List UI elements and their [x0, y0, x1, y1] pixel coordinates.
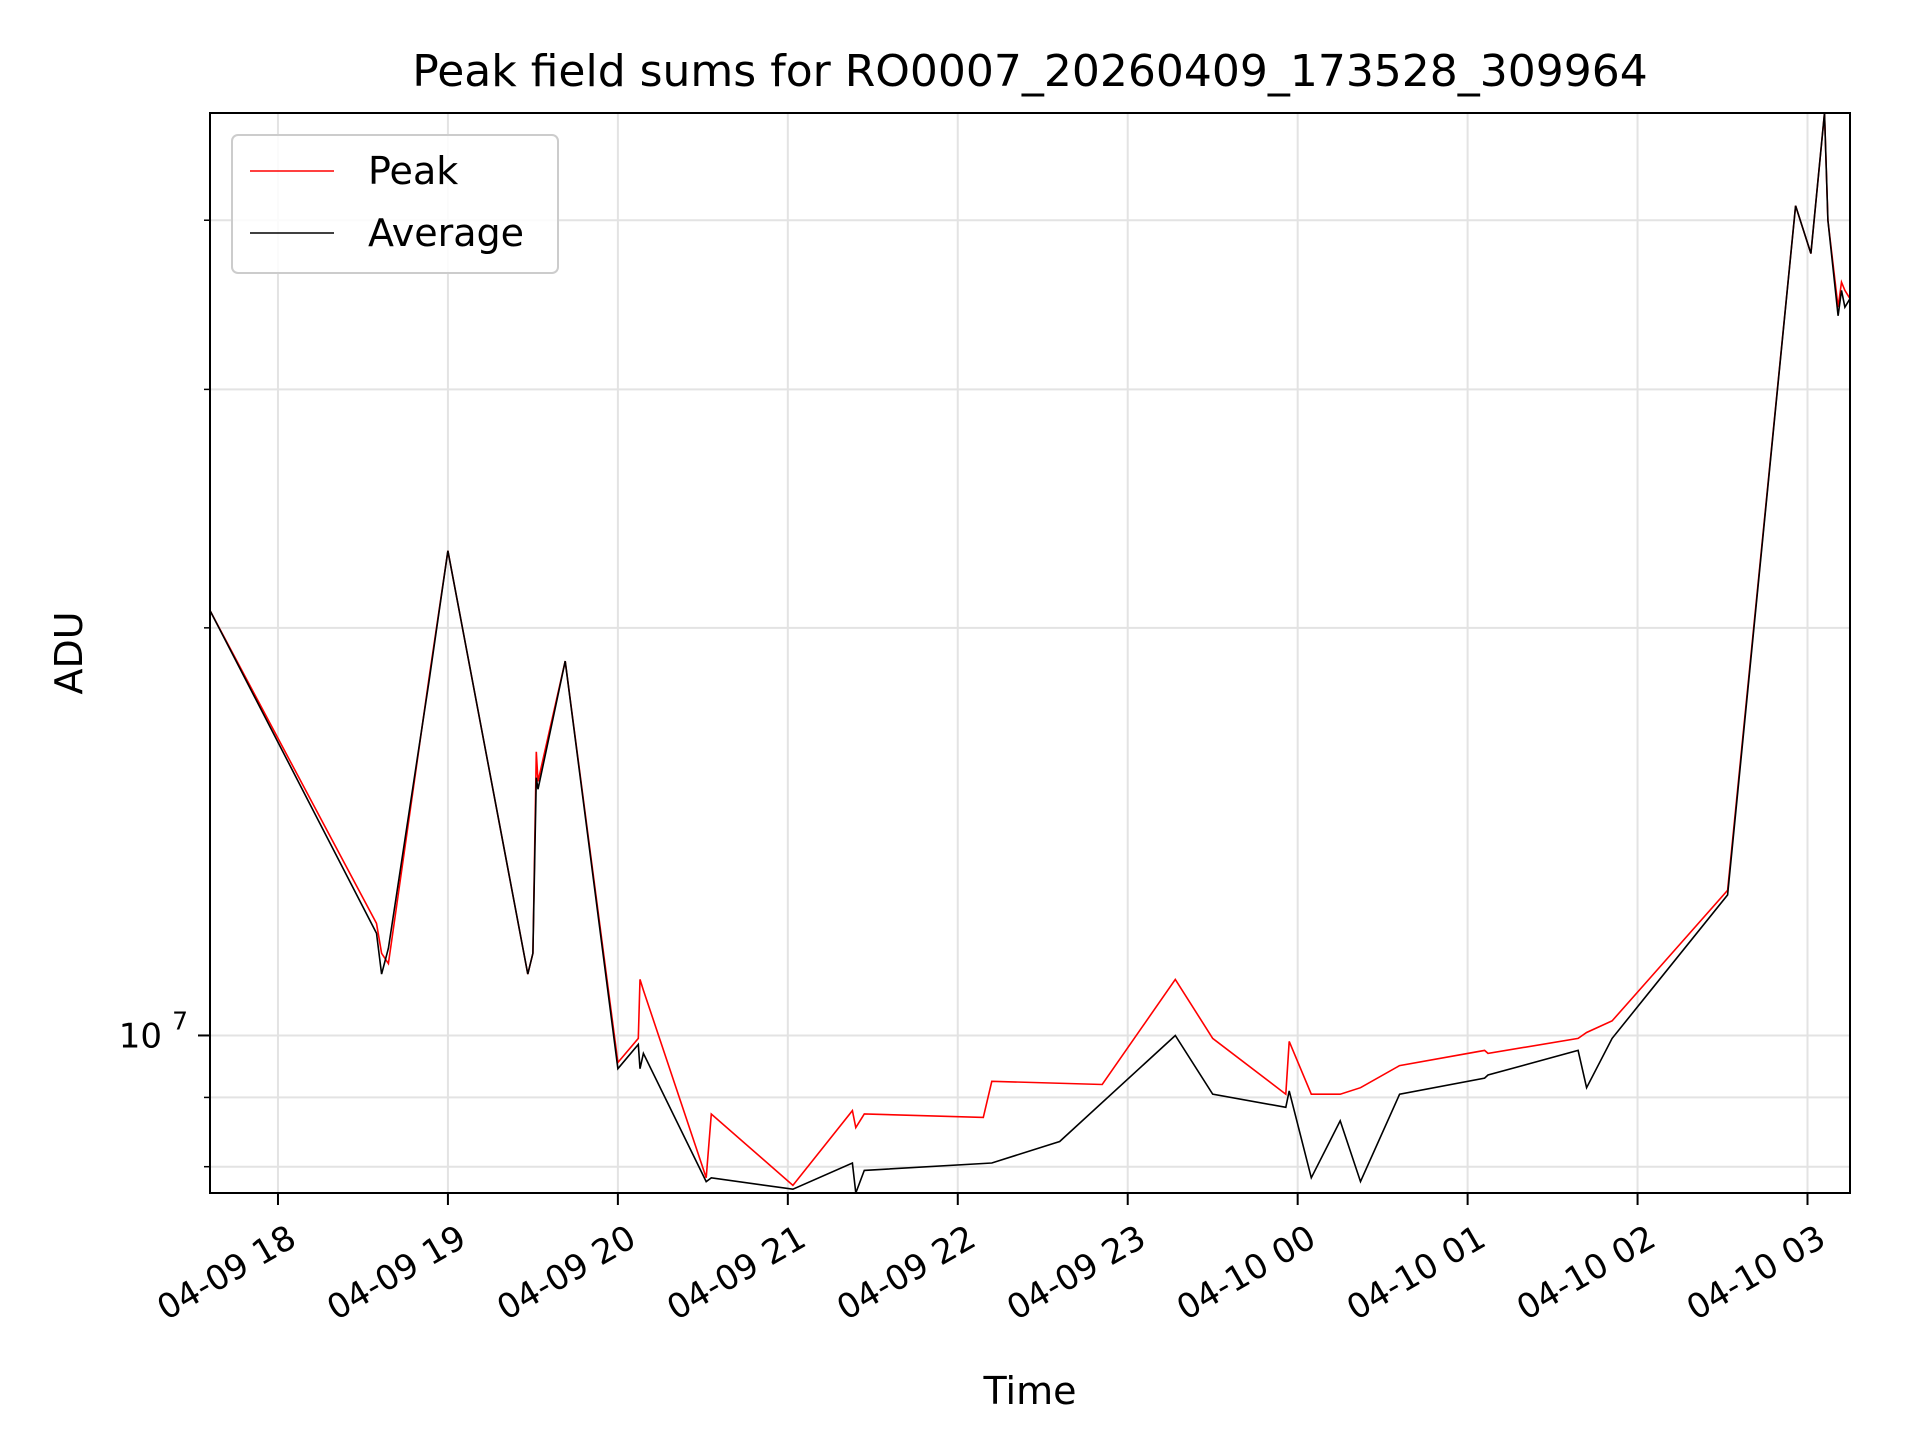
grid — [210, 113, 1850, 1193]
y-axis: 10 7 — [119, 219, 210, 1168]
legend: Peak Average — [231, 134, 559, 274]
y-axis-label: ADU — [47, 611, 91, 694]
series-line-average — [209, 112, 1851, 1194]
plot-area — [210, 113, 1850, 1193]
y-tick-label: 10 — [119, 1016, 162, 1056]
series-lines — [209, 112, 1851, 1194]
legend-label-average: Average — [368, 211, 524, 255]
y-tick-exponent: 7 — [172, 1006, 188, 1035]
plot-frame — [209, 112, 1851, 1194]
legend-label-peak: Peak — [368, 149, 458, 193]
legend-box — [231, 134, 559, 274]
chart-title: Peak field sums for RO0007_20260409_1735… — [412, 46, 1648, 97]
x-axis-label: Time — [983, 1369, 1077, 1413]
